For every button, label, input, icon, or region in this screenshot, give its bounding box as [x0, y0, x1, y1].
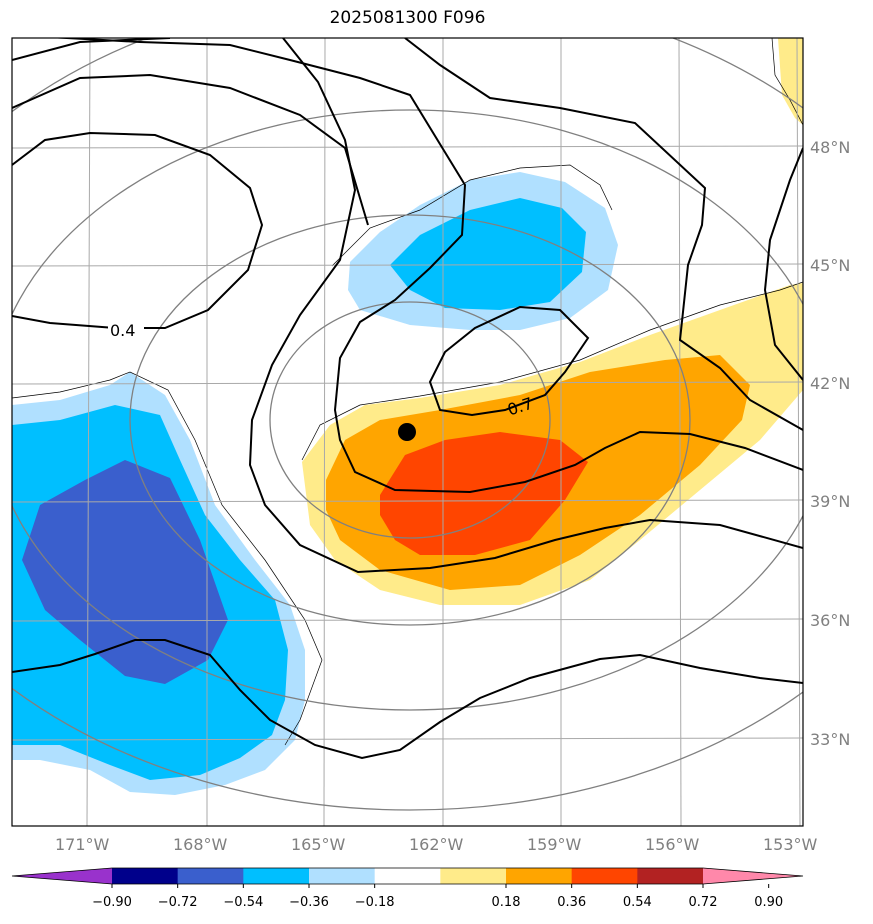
colorbar-tick-label: 0.72 — [689, 895, 718, 910]
storm-center-dot — [398, 423, 416, 441]
negative-anomaly-north-mid — [390, 198, 586, 310]
colorbar-tick-label: 0.36 — [557, 895, 586, 910]
colorbar-segment — [506, 868, 573, 884]
colorbar-segment — [440, 868, 507, 884]
colorbar-tick-label: 0.54 — [623, 895, 652, 910]
lat-label-42n: 42°N — [810, 374, 850, 393]
lat-label-39n: 39°N — [810, 492, 850, 511]
lon-label-153w: 153°W — [763, 835, 818, 854]
colorbar-segment — [637, 868, 704, 884]
colorbar-extend-low — [12, 868, 112, 884]
colorbar-tick-label: −0.54 — [223, 895, 263, 910]
positive-anomaly-dark — [380, 432, 588, 555]
lat-label-33n: 33°N — [810, 730, 850, 749]
colorbar-segment — [374, 868, 441, 884]
parallels — [12, 145, 803, 741]
anomaly-outlines — [12, 38, 803, 746]
lon-label-159w: 159°W — [527, 835, 582, 854]
colorbar-tick-label: −0.36 — [289, 895, 329, 910]
figure-title: 2025081300 F096 — [329, 8, 486, 28]
colorbar-extend-high — [703, 868, 803, 884]
lon-label-168w: 168°W — [173, 835, 228, 854]
negative-anomaly-dark — [22, 460, 228, 684]
colorbar-tick-label: −0.18 — [355, 895, 395, 910]
lon-label-171w: 171°W — [55, 835, 110, 854]
contour-label-04: 0.4 — [110, 321, 135, 340]
colorbar-segment — [243, 868, 310, 884]
colorbar-tick-label: 0.18 — [492, 895, 521, 910]
colorbar: −0.90 −0.72 −0.54 −0.36 −0.18 0.18 0.36 0.54 0.7… — [11, 867, 804, 910]
colorbar-tick-label: 0.90 — [754, 895, 783, 910]
colorbar-segment — [177, 868, 244, 884]
lon-label-162w: 162°W — [409, 835, 464, 854]
lat-label-45n: 45°N — [810, 256, 850, 275]
lat-label-48n: 48°N — [810, 138, 850, 157]
colorbar-segment — [571, 868, 638, 884]
colorbar-segment — [309, 868, 376, 884]
lon-label-156w: 156°W — [645, 835, 700, 854]
meridians — [86, 38, 801, 826]
colorbar-segment — [112, 868, 179, 884]
colorbar-tick-label: −0.72 — [158, 895, 198, 910]
plot-frame — [11, 37, 804, 827]
lat-label-36n: 36°N — [810, 611, 850, 630]
lon-label-165w: 165°W — [291, 835, 346, 854]
colorbar-tick-label: −0.90 — [92, 895, 132, 910]
